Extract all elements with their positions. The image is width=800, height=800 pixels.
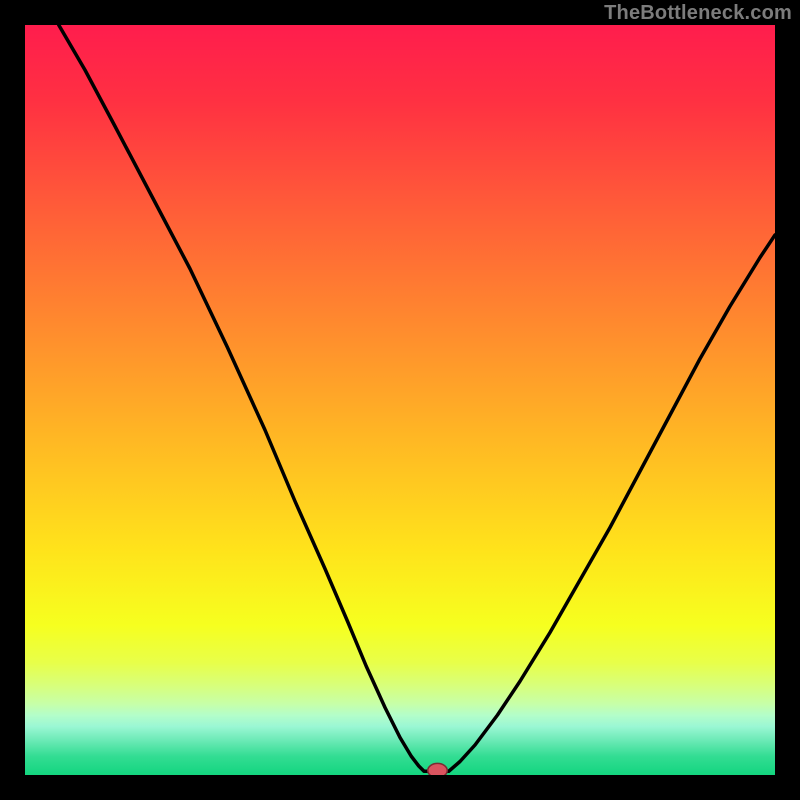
chart-frame: TheBottleneck.com [0,0,800,800]
watermark-text: TheBottleneck.com [604,2,792,25]
bottleneck-chart [25,25,775,775]
optimal-marker [428,763,448,775]
chart-background [25,25,775,775]
